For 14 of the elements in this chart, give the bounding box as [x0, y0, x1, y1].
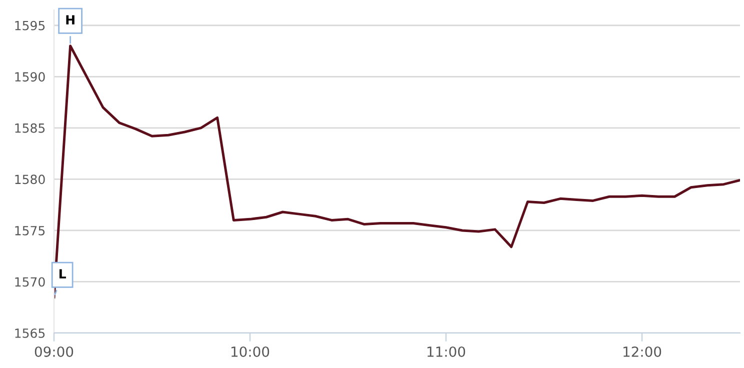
- x-tick-label: 12:00: [624, 346, 662, 357]
- y-tick-label: 1580: [15, 174, 45, 184]
- y-tick-label: 1585: [15, 123, 45, 133]
- y-tick-label: 1575: [15, 226, 45, 236]
- y-tick-label: 1565: [15, 328, 45, 338]
- y-tick-label: 1570: [15, 277, 45, 287]
- x-tick-label: 09:00: [34, 346, 74, 357]
- annotation: H: [66, 15, 74, 24]
- y-tick-label: 1595: [15, 20, 45, 30]
- x-tick-label: 11:00: [428, 346, 466, 357]
- line-series: [54, 44, 740, 298]
- x-tick-label: 10:00: [232, 346, 270, 357]
- y-tick-label: 1590: [15, 72, 45, 82]
- annotation: L: [60, 269, 66, 278]
